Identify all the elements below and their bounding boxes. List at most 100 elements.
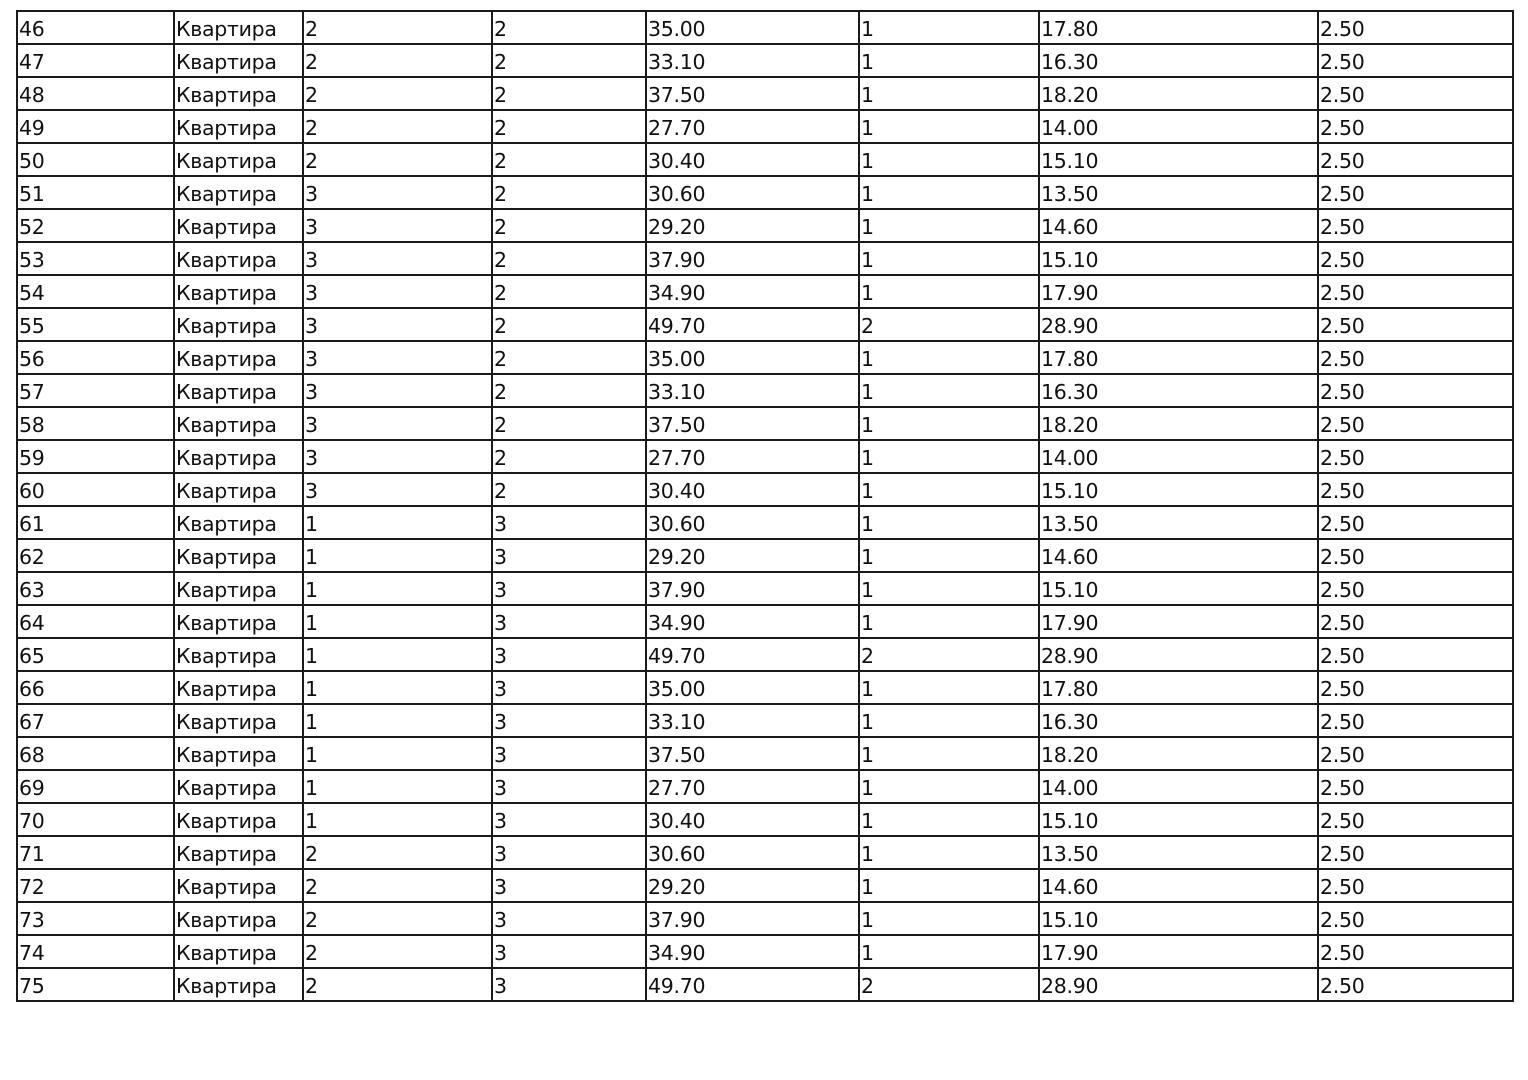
number-cell: 49 <box>16 109 175 144</box>
apartments-table: 46 Квартира 2 2 35.00 1 17.80 2.50 47 Квартира 2 2 3… <box>16 10 1514 1002</box>
table-row: 70 Квартира 1 3 30.40 1 15.10 2.50 <box>16 802 1514 837</box>
table-row: 53 Квартира 3 2 37.90 1 15.10 2.50 <box>16 241 1514 276</box>
table-row: 73 Квартира 2 3 37.90 1 15.10 2.50 <box>16 901 1514 936</box>
number-cell: 67 <box>16 703 175 738</box>
table-row: 52 Квартира 3 2 29.20 1 14.60 2.50 <box>16 208 1514 243</box>
number-cell: 47 <box>16 43 175 78</box>
number-cell: 73 <box>16 901 175 936</box>
living-area-cell: 17.80 <box>1038 10 1319 45</box>
area-cell: 30.40 <box>645 802 860 837</box>
living-area-cell: 17.90 <box>1038 604 1319 639</box>
table-row: 65 Квартира 1 3 49.70 2 28.90 2.50 <box>16 637 1514 672</box>
section-cell: 3 <box>302 406 493 441</box>
type-cell: Квартира <box>173 307 304 342</box>
area-cell: 33.10 <box>645 43 860 78</box>
ceiling-height-cell: 2.50 <box>1317 505 1514 540</box>
rooms-cell: 1 <box>858 340 1040 375</box>
table-row: 62 Квартира 1 3 29.20 1 14.60 2.50 <box>16 538 1514 573</box>
rooms-cell: 2 <box>858 967 1040 1002</box>
area-cell: 27.70 <box>645 109 860 144</box>
rooms-cell: 1 <box>858 934 1040 969</box>
table-row: 61 Квартира 1 3 30.60 1 13.50 2.50 <box>16 505 1514 540</box>
floor-cell: 2 <box>491 274 647 309</box>
number-cell: 59 <box>16 439 175 474</box>
table-row: 51 Квартира 3 2 30.60 1 13.50 2.50 <box>16 175 1514 210</box>
ceiling-height-cell: 2.50 <box>1317 175 1514 210</box>
section-cell: 3 <box>302 373 493 408</box>
living-area-cell: 18.20 <box>1038 406 1319 441</box>
floor-cell: 3 <box>491 901 647 936</box>
number-cell: 64 <box>16 604 175 639</box>
area-cell: 29.20 <box>645 868 860 903</box>
type-cell: Квартира <box>173 538 304 573</box>
area-cell: 34.90 <box>645 934 860 969</box>
area-cell: 34.90 <box>645 604 860 639</box>
area-cell: 27.70 <box>645 439 860 474</box>
table-row: 64 Квартира 1 3 34.90 1 17.90 2.50 <box>16 604 1514 639</box>
rooms-cell: 1 <box>858 901 1040 936</box>
number-cell: 53 <box>16 241 175 276</box>
ceiling-height-cell: 2.50 <box>1317 934 1514 969</box>
number-cell: 58 <box>16 406 175 441</box>
living-area-cell: 14.00 <box>1038 109 1319 144</box>
living-area-cell: 28.90 <box>1038 637 1319 672</box>
living-area-cell: 16.30 <box>1038 373 1319 408</box>
rooms-cell: 1 <box>858 10 1040 45</box>
table-row: 63 Квартира 1 3 37.90 1 15.10 2.50 <box>16 571 1514 606</box>
floor-cell: 2 <box>491 241 647 276</box>
number-cell: 63 <box>16 571 175 606</box>
section-cell: 2 <box>302 967 493 1002</box>
floor-cell: 3 <box>491 538 647 573</box>
area-cell: 49.70 <box>645 967 860 1002</box>
number-cell: 65 <box>16 637 175 672</box>
number-cell: 75 <box>16 967 175 1002</box>
living-area-cell: 15.10 <box>1038 802 1319 837</box>
rooms-cell: 1 <box>858 274 1040 309</box>
floor-cell: 3 <box>491 703 647 738</box>
floor-cell: 3 <box>491 835 647 870</box>
area-cell: 37.50 <box>645 76 860 111</box>
number-cell: 69 <box>16 769 175 804</box>
table-row: 49 Квартира 2 2 27.70 1 14.00 2.50 <box>16 109 1514 144</box>
section-cell: 1 <box>302 736 493 771</box>
rooms-cell: 1 <box>858 109 1040 144</box>
number-cell: 60 <box>16 472 175 507</box>
floor-cell: 2 <box>491 373 647 408</box>
area-cell: 34.90 <box>645 274 860 309</box>
section-cell: 2 <box>302 835 493 870</box>
area-cell: 35.00 <box>645 670 860 705</box>
ceiling-height-cell: 2.50 <box>1317 76 1514 111</box>
area-cell: 35.00 <box>645 10 860 45</box>
type-cell: Квартира <box>173 769 304 804</box>
rooms-cell: 1 <box>858 802 1040 837</box>
type-cell: Квартира <box>173 274 304 309</box>
table-row: 57 Квартира 3 2 33.10 1 16.30 2.50 <box>16 373 1514 408</box>
ceiling-height-cell: 2.50 <box>1317 769 1514 804</box>
living-area-cell: 14.60 <box>1038 208 1319 243</box>
rooms-cell: 1 <box>858 373 1040 408</box>
table-row: 75 Квартира 2 3 49.70 2 28.90 2.50 <box>16 967 1514 1002</box>
rooms-cell: 1 <box>858 439 1040 474</box>
type-cell: Квартира <box>173 472 304 507</box>
floor-cell: 3 <box>491 571 647 606</box>
area-cell: 37.90 <box>645 571 860 606</box>
ceiling-height-cell: 2.50 <box>1317 736 1514 771</box>
section-cell: 1 <box>302 571 493 606</box>
table-row: 48 Квартира 2 2 37.50 1 18.20 2.50 <box>16 76 1514 111</box>
number-cell: 54 <box>16 274 175 309</box>
rooms-cell: 1 <box>858 241 1040 276</box>
ceiling-height-cell: 2.50 <box>1317 835 1514 870</box>
table-row: 50 Квартира 2 2 30.40 1 15.10 2.50 <box>16 142 1514 177</box>
rooms-cell: 1 <box>858 670 1040 705</box>
floor-cell: 3 <box>491 505 647 540</box>
type-cell: Квартира <box>173 142 304 177</box>
table-row: 72 Квартира 2 3 29.20 1 14.60 2.50 <box>16 868 1514 903</box>
section-cell: 1 <box>302 637 493 672</box>
table-row: 68 Квартира 1 3 37.50 1 18.20 2.50 <box>16 736 1514 771</box>
type-cell: Квартира <box>173 406 304 441</box>
area-cell: 37.50 <box>645 406 860 441</box>
area-cell: 29.20 <box>645 208 860 243</box>
table-row: 54 Квартира 3 2 34.90 1 17.90 2.50 <box>16 274 1514 309</box>
number-cell: 46 <box>16 10 175 45</box>
rooms-cell: 1 <box>858 208 1040 243</box>
